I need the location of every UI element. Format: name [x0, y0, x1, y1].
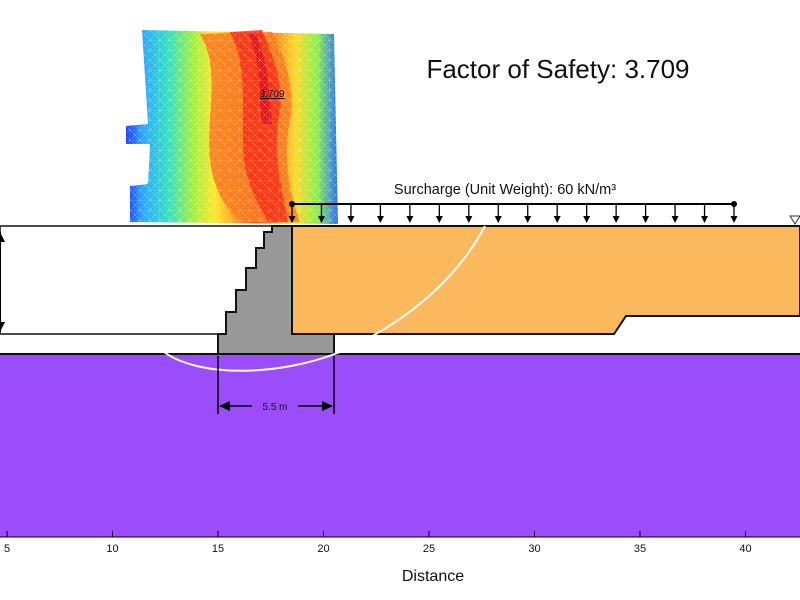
factor-of-safety-title: Factor of Safety: 3.709 — [426, 54, 689, 84]
surcharge-arrow-head — [671, 216, 679, 223]
height-dimension: 5 m — [0, 232, 5, 332]
x-tick-label: 15 — [212, 543, 224, 555]
surcharge-arrow-head — [524, 216, 532, 223]
surcharge-arrow-head — [730, 216, 738, 223]
contour-min-label: 3.709 — [259, 89, 284, 100]
x-axis: 5 10 15 20 25 30 35 40 Distance — [0, 531, 800, 585]
x-axis-ticks: 5 10 15 20 25 30 35 40 — [4, 531, 752, 555]
x-tick-label: 35 — [634, 543, 646, 555]
surcharge-arrow-head — [642, 216, 650, 223]
surcharge-label: Surcharge (Unit Weight): 60 kN/m³ — [394, 182, 616, 198]
surcharge-end-node — [731, 201, 737, 207]
x-tick-label: 5 — [4, 543, 10, 555]
x-axis-label: Distance — [402, 568, 464, 585]
surcharge-arrow-head — [553, 216, 561, 223]
foundation-soil — [0, 354, 800, 537]
surcharge-arrow-head — [347, 216, 355, 223]
x-tick-label: 40 — [739, 543, 751, 555]
surcharge-arrow-head — [288, 216, 296, 223]
surcharge-load: Surcharge (Unit Weight): 60 kN/m³ — [288, 182, 738, 223]
x-tick-label: 10 — [106, 543, 118, 555]
x-tick-label: 30 — [528, 543, 540, 555]
surcharge-arrow-head — [465, 216, 473, 223]
surcharge-arrow-head — [583, 216, 591, 223]
base-width-dimension: 5.5 m — [217, 356, 335, 414]
surcharge-arrow-head — [612, 216, 620, 223]
surcharge-arrow-head — [435, 216, 443, 223]
surcharge-arrow-head — [317, 216, 325, 223]
contour-mesh — [126, 30, 338, 224]
base-width-label: 5.5 m — [262, 402, 287, 413]
slip-surface — [163, 225, 486, 372]
height-dimension-label: 5 m — [0, 278, 1, 295]
surcharge-end-node — [289, 201, 295, 207]
backfill-soil — [291, 225, 800, 335]
surcharge-arrow-head — [701, 216, 709, 223]
water-table-marker — [789, 215, 800, 225]
gravity-wall — [217, 225, 335, 355]
x-tick-label: 20 — [317, 543, 329, 555]
surcharge-arrow-head — [406, 216, 414, 223]
surcharge-arrow-head — [494, 216, 502, 223]
x-tick-label: 25 — [423, 543, 435, 555]
surcharge-arrow-head — [376, 216, 384, 223]
contour-grid: 3.709 — [126, 30, 338, 224]
surcharge-arrows — [288, 201, 738, 223]
